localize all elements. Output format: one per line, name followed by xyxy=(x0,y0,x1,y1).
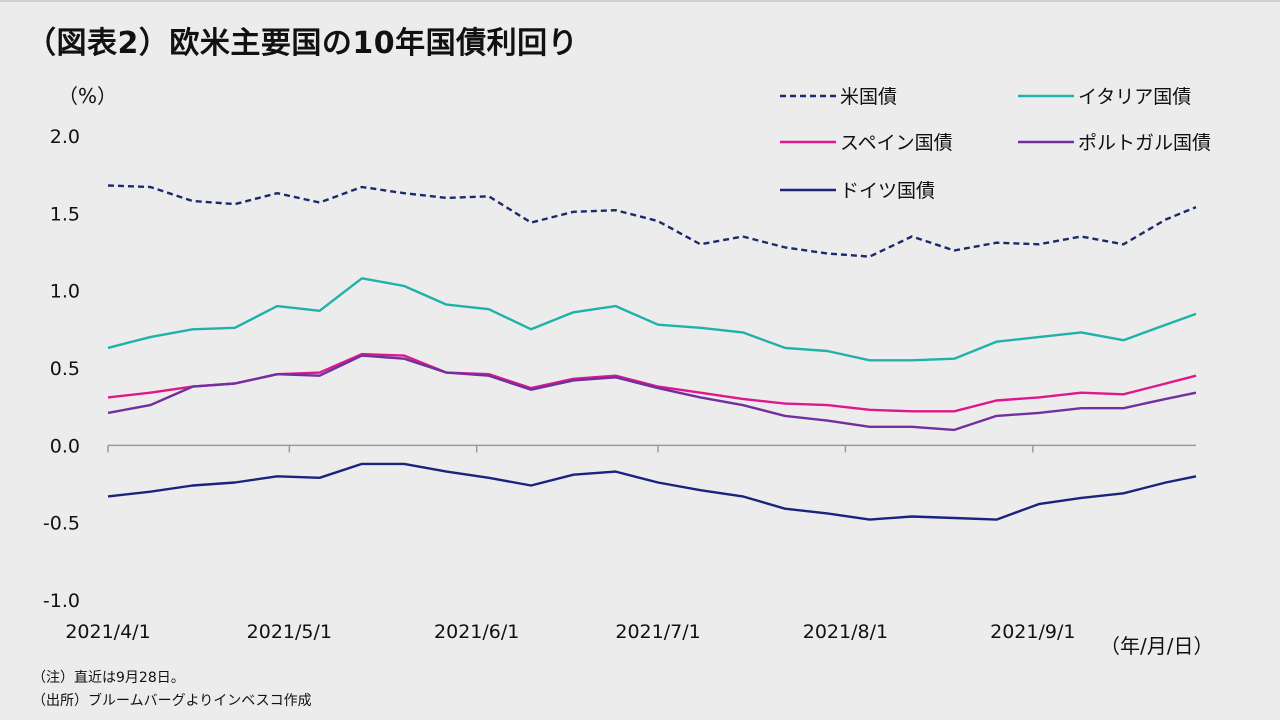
y-tick-label: 2.0 xyxy=(50,126,80,148)
y-tick-label: 0.5 xyxy=(50,358,80,380)
legend-label: スペイン国債 xyxy=(840,132,953,154)
source-text: （出所）ブルームバーグよりインベスコ作成 xyxy=(32,693,312,709)
x-tick-label: 2021/4/1 xyxy=(65,621,150,643)
x-tick-label: 2021/6/1 xyxy=(434,621,519,643)
x-tick-label: 2021/8/1 xyxy=(803,621,888,643)
series-line-0 xyxy=(107,184,1197,258)
series-line-3 xyxy=(107,354,1197,432)
legend-label: イタリア国債 xyxy=(1078,86,1191,108)
top-rule xyxy=(0,0,1280,2)
x-tick-label: 2021/9/1 xyxy=(990,621,1075,643)
legend-label: 米国債 xyxy=(840,86,897,108)
note-text: （注）直近は9月28日。 xyxy=(32,670,185,686)
y-tick-label: 1.5 xyxy=(50,203,80,225)
x-axis-unit: （年/月/日） xyxy=(1100,634,1214,658)
series-line-4 xyxy=(107,462,1197,521)
x-tick-label: 2021/5/1 xyxy=(247,621,332,643)
series-line-2 xyxy=(107,352,1197,413)
y-tick-label: 1.0 xyxy=(50,281,80,303)
x-tick-label: 2021/7/1 xyxy=(615,621,700,643)
legend-label: ポルトガル国債 xyxy=(1078,132,1211,154)
y-tick-label: -0.5 xyxy=(43,513,80,535)
y-axis-unit: （%） xyxy=(58,84,118,108)
series-line-1 xyxy=(107,277,1197,362)
y-tick-label: -1.0 xyxy=(43,590,80,612)
y-tick-label: 0.0 xyxy=(50,435,80,457)
chart-title: （図表2）欧米主要国の10年国債利回り xyxy=(26,26,579,61)
legend-label: ドイツ国債 xyxy=(840,180,935,202)
